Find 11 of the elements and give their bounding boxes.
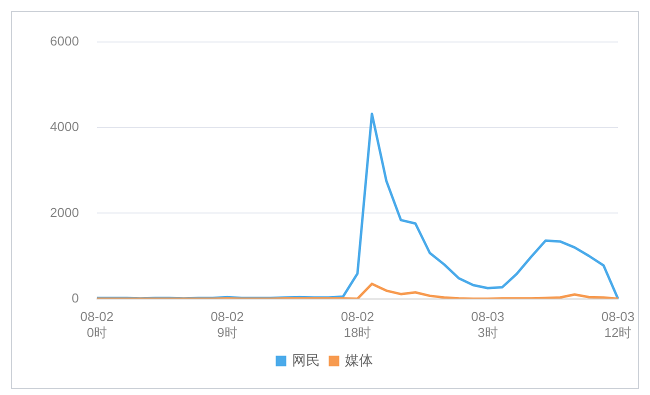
y-tick-label: 4000	[50, 119, 79, 134]
y-tick-label: 2000	[50, 204, 79, 220]
x-tick-label: 08-03 3时	[471, 309, 504, 340]
x-tick-label: 08-02 9时	[210, 309, 244, 340]
x-tick-label: 08-02 0时	[80, 309, 114, 340]
y-tick-label: 0	[72, 290, 79, 306]
x-tick-label: 08-02 18时	[340, 309, 374, 340]
x-tick-label: 08-03 12时	[601, 309, 635, 340]
legend-label: 媒体	[345, 352, 373, 368]
y-tick-label: 6000	[50, 34, 79, 49]
legend-label: 网民	[292, 352, 320, 368]
